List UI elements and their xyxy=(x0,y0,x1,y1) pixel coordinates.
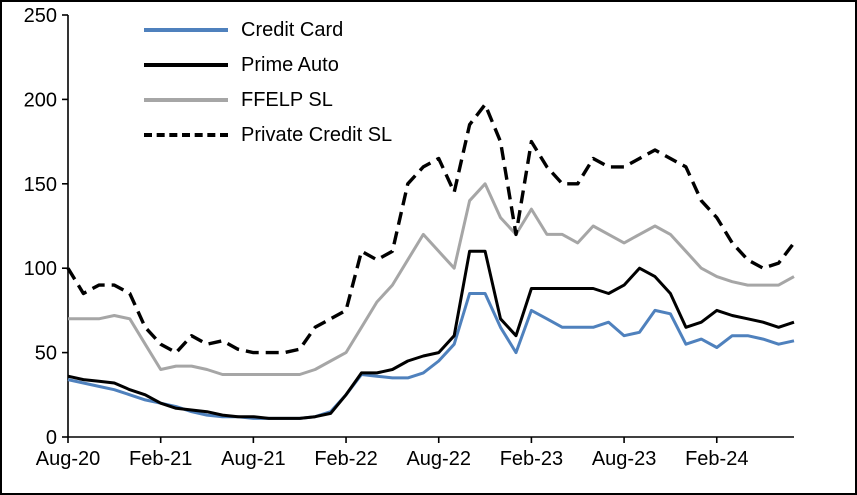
x-tick-label: Aug-20 xyxy=(36,448,101,470)
credit-card-line-swatch xyxy=(144,28,228,32)
ffelp-sl-line-swatch xyxy=(144,98,228,102)
x-tick-label: Feb-22 xyxy=(314,448,377,470)
y-tick-label: 0 xyxy=(46,427,57,449)
x-tick-label: Aug-22 xyxy=(406,448,471,470)
y-tick-label: 150 xyxy=(24,174,57,196)
y-tick-label: 100 xyxy=(24,258,57,280)
prime-auto-line-swatch xyxy=(144,63,228,67)
series-credit-card xyxy=(67,292,795,420)
series-prime-auto xyxy=(67,249,795,420)
legend-item-private-credit-sl: Private Credit SL xyxy=(144,123,392,147)
legend-item-prime-auto: Prime Auto xyxy=(144,53,392,77)
legend-label-private-credit-sl: Private Credit SL xyxy=(241,123,393,146)
x-tick-label: Aug-21 xyxy=(221,448,286,470)
y-tick-label: 250 xyxy=(24,5,57,27)
series-ffelp-sl xyxy=(68,182,795,376)
x-tick-label: Aug-23 xyxy=(592,448,657,470)
y-tick-label: 50 xyxy=(35,343,57,365)
legend-item-ffelp-sl: FFELP SL xyxy=(144,88,392,112)
x-tick-label: Feb-24 xyxy=(685,448,748,470)
legend-label-credit-card: Credit Card xyxy=(241,18,344,41)
x-tick-label: Feb-21 xyxy=(129,448,192,470)
legend-label-ffelp-sl: FFELP SL xyxy=(241,88,333,111)
legend-label-prime-auto: Prime Auto xyxy=(241,53,339,76)
legend-item-credit-card: Credit Card xyxy=(144,18,392,42)
chart-legend: Credit Card Prime Auto FFELP SL Private … xyxy=(144,18,392,147)
private-credit-sl-line-swatch xyxy=(144,133,228,137)
series-private-credit-sl xyxy=(66,102,796,355)
x-tick-label: Feb-23 xyxy=(500,448,563,470)
y-tick-label: 200 xyxy=(24,89,57,111)
